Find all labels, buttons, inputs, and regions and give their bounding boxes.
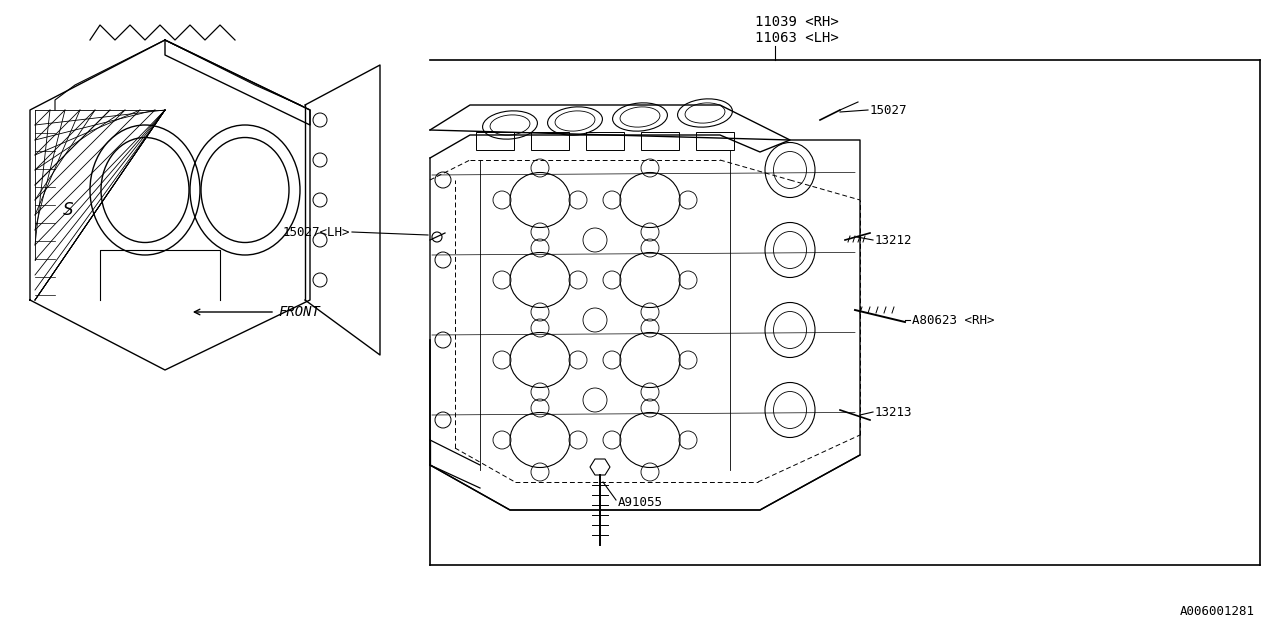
Text: A80623 <RH>: A80623 <RH> <box>913 314 995 326</box>
Polygon shape <box>590 459 611 475</box>
Text: 15027<LH>: 15027<LH> <box>283 225 349 239</box>
Text: A91055: A91055 <box>618 495 663 509</box>
Text: 13212: 13212 <box>876 234 913 246</box>
Text: 13213: 13213 <box>876 406 913 419</box>
Text: A006001281: A006001281 <box>1180 605 1254 618</box>
Text: 11039 <RH>
11063 <LH>: 11039 <RH> 11063 <LH> <box>755 15 838 45</box>
Text: 15027: 15027 <box>870 104 908 116</box>
Text: FRONT: FRONT <box>278 305 320 319</box>
Text: S: S <box>63 201 73 219</box>
